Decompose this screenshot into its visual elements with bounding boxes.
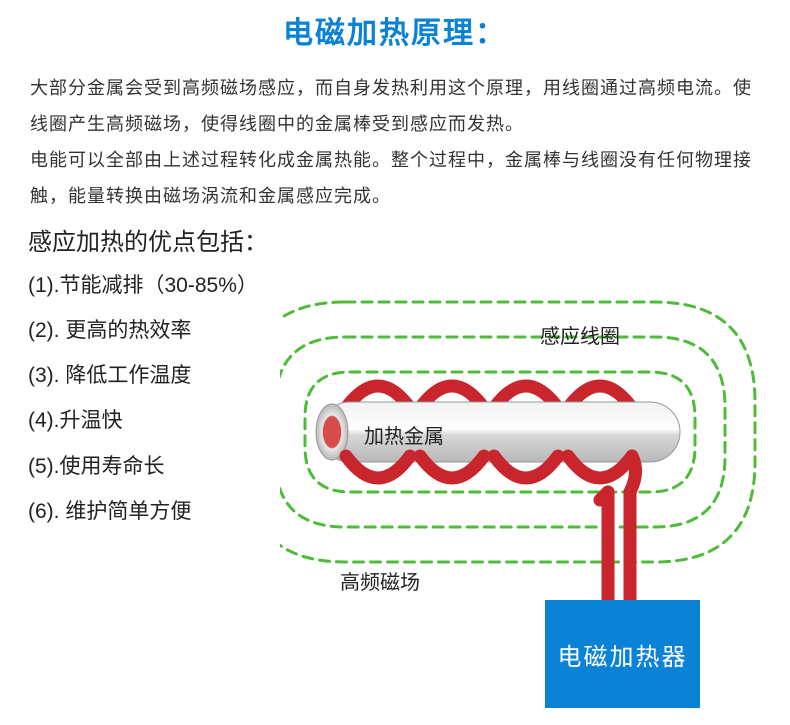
intro-block: 大部分金属会受到高频磁场感应，而自身发热利用这个原理，用线圈通过高频电流。使线圈… xyxy=(0,52,790,214)
diagram-svg xyxy=(280,290,790,720)
intro-para-1: 大部分金属会受到高频磁场感应，而自身发热利用这个原理，用线圈通过高频电流。使线圈… xyxy=(30,70,760,142)
advantages-heading: 感应加热的优点包括： xyxy=(0,214,790,263)
heater-label: 电磁加热器 xyxy=(558,637,688,672)
page-title: 电磁加热原理： xyxy=(0,0,790,52)
induction-diagram: 感应线圈 加热金属 高频磁场 电磁加热器 xyxy=(280,290,790,720)
metal-label: 加热金属 xyxy=(364,420,444,449)
coil-label: 感应线圈 xyxy=(540,320,620,349)
field-label: 高频磁场 xyxy=(340,566,420,595)
heater-box: 电磁加热器 xyxy=(545,600,700,708)
intro-para-2: 电能可以全部由上述过程转化成金属热能。整个过程中，金属棒与线圈没有任何物理接触，… xyxy=(30,142,760,214)
